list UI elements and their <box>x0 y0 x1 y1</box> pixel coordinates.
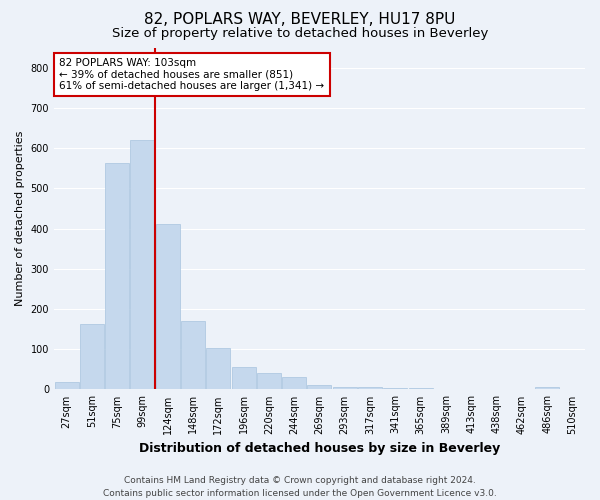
Text: Contains HM Land Registry data © Crown copyright and database right 2024.
Contai: Contains HM Land Registry data © Crown c… <box>103 476 497 498</box>
Bar <box>105 163 129 390</box>
Bar <box>181 321 205 390</box>
Bar <box>282 378 306 390</box>
Bar <box>535 388 559 390</box>
X-axis label: Distribution of detached houses by size in Beverley: Distribution of detached houses by size … <box>139 442 500 455</box>
Bar <box>257 374 281 390</box>
Bar <box>156 224 180 390</box>
Bar <box>333 388 357 390</box>
Bar <box>383 388 407 390</box>
Text: Size of property relative to detached houses in Beverley: Size of property relative to detached ho… <box>112 28 488 40</box>
Bar <box>307 386 331 390</box>
Bar <box>130 140 154 390</box>
Bar <box>206 348 230 390</box>
Y-axis label: Number of detached properties: Number of detached properties <box>15 131 25 306</box>
Bar <box>80 324 104 390</box>
Bar <box>358 388 382 390</box>
Bar <box>232 368 256 390</box>
Bar <box>409 388 433 390</box>
Bar <box>55 382 79 390</box>
Text: 82 POPLARS WAY: 103sqm
← 39% of detached houses are smaller (851)
61% of semi-de: 82 POPLARS WAY: 103sqm ← 39% of detached… <box>59 58 325 91</box>
Text: 82, POPLARS WAY, BEVERLEY, HU17 8PU: 82, POPLARS WAY, BEVERLEY, HU17 8PU <box>145 12 455 28</box>
